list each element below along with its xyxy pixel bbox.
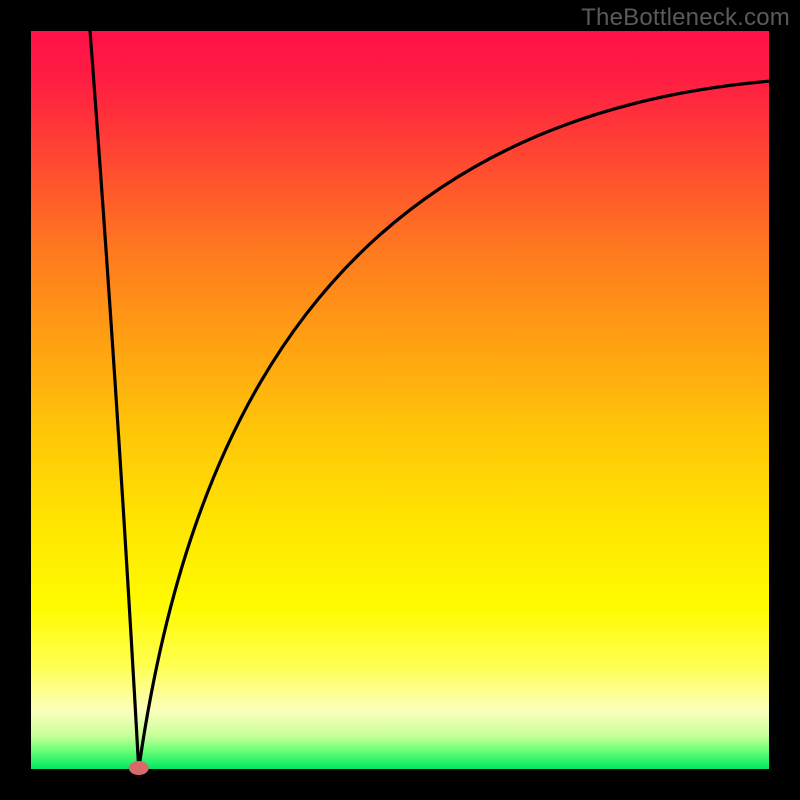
- chart-container: TheBottleneck.com: [0, 0, 800, 800]
- bottleneck-curve-chart: [0, 0, 800, 800]
- plot-area: [31, 31, 769, 769]
- watermark-text: TheBottleneck.com: [581, 4, 790, 32]
- optimal-point-marker: [129, 761, 149, 775]
